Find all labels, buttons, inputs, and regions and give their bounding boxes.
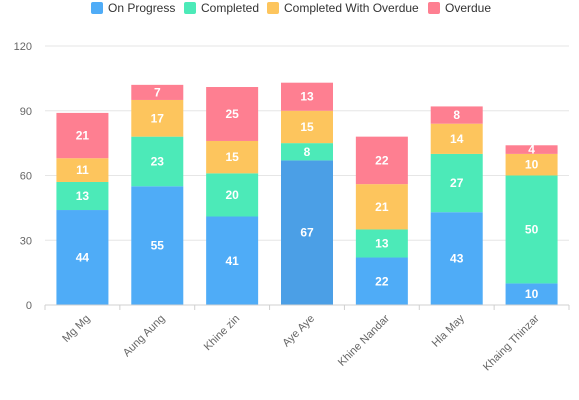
data-label-on-progress: 55 — [151, 239, 165, 253]
x-tick-label: Khine zin — [202, 313, 242, 353]
data-label-completed-with-overdue: 17 — [151, 111, 165, 125]
data-label-on-progress: 44 — [76, 251, 90, 265]
y-tick-label: 120 — [14, 41, 32, 53]
bar-overdue[interactable] — [206, 87, 259, 141]
bar-completed[interactable] — [505, 175, 558, 284]
bar-completed-with-overdue[interactable] — [131, 99, 184, 137]
data-label-on-progress: 43 — [450, 252, 464, 266]
bar-completed[interactable] — [56, 181, 109, 211]
data-label-on-progress: 67 — [300, 226, 314, 240]
chart-legend: On Progress Completed Completed With Ove… — [0, 0, 579, 16]
data-label-overdue: 8 — [453, 108, 460, 122]
x-tick-label: Mg Mg — [60, 313, 92, 345]
bar-completed[interactable] — [430, 153, 483, 213]
y-tick-label: 60 — [20, 171, 32, 183]
x-tick-label: Aung Aung — [121, 313, 168, 360]
bar-completed-with-overdue[interactable] — [206, 140, 259, 174]
data-label-on-progress: 10 — [525, 287, 539, 301]
data-label-completed-with-overdue: 10 — [525, 158, 539, 172]
bar-overdue[interactable] — [281, 82, 333, 111]
bar-completed-with-overdue[interactable] — [355, 184, 408, 230]
bar-completed[interactable] — [281, 143, 333, 161]
bar-completed[interactable] — [131, 136, 184, 187]
data-label-overdue: 13 — [300, 90, 314, 104]
legend-swatch-on-progress — [91, 2, 103, 14]
bar-overdue[interactable] — [355, 136, 408, 185]
data-label-completed: 23 — [151, 154, 165, 168]
bar-completed[interactable] — [355, 229, 408, 258]
data-label-overdue: 22 — [375, 153, 389, 167]
data-label-overdue: 7 — [154, 85, 161, 99]
data-label-completed: 50 — [525, 222, 539, 236]
legend-label-on-progress: On Progress — [108, 1, 176, 15]
bar-overdue[interactable] — [505, 145, 558, 154]
data-label-on-progress: 22 — [375, 274, 389, 288]
x-tick-label: Hla May — [430, 312, 467, 349]
bars — [56, 82, 558, 305]
data-label-completed: 13 — [76, 189, 90, 203]
data-label-overdue: 4 — [528, 143, 535, 157]
bar-on-progress[interactable] — [56, 210, 109, 305]
bar-on-progress[interactable] — [355, 257, 408, 305]
data-label-completed: 20 — [225, 188, 239, 202]
bar-completed-with-overdue[interactable] — [281, 110, 333, 144]
bar-on-progress[interactable] — [505, 283, 558, 305]
data-label-completed-with-overdue: 15 — [300, 120, 314, 134]
y-tick-label: 90 — [20, 106, 32, 118]
data-label-completed: 8 — [304, 145, 311, 159]
data-label-overdue: 25 — [225, 107, 239, 121]
legend-swatch-overdue — [428, 2, 440, 14]
legend-label-completed-with-overdue: Completed With Overdue — [284, 1, 419, 15]
bar-completed-with-overdue[interactable] — [505, 153, 558, 176]
data-label-completed-with-overdue: 11 — [76, 163, 89, 177]
y-tick-label: 0 — [26, 300, 32, 312]
legend-item-completed[interactable]: Completed — [184, 1, 259, 15]
bar-on-progress[interactable] — [131, 186, 184, 305]
legend-swatch-completed-with-overdue — [267, 2, 279, 14]
legend-label-overdue: Overdue — [445, 1, 492, 15]
legend-swatch-completed — [184, 2, 196, 14]
bar-overdue[interactable] — [56, 112, 109, 159]
data-label-completed-with-overdue: 15 — [225, 150, 239, 164]
bar-on-progress[interactable] — [281, 160, 333, 305]
legend-label-completed: Completed — [201, 1, 260, 15]
bar-completed[interactable] — [206, 173, 259, 217]
data-label-overdue: 21 — [76, 129, 90, 143]
bar-on-progress[interactable] — [206, 216, 259, 305]
bar-completed-with-overdue[interactable] — [56, 158, 109, 182]
legend-item-on-progress[interactable]: On Progress — [91, 1, 175, 15]
data-label-completed-with-overdue: 21 — [375, 200, 389, 214]
data-label-completed: 13 — [375, 236, 389, 250]
data-label-completed: 27 — [450, 176, 464, 190]
data-label-on-progress: 41 — [225, 254, 239, 268]
bar-overdue[interactable] — [131, 84, 184, 100]
bar-overdue[interactable] — [430, 106, 483, 124]
x-tick-label: Khaing Thinzar — [481, 312, 542, 373]
y-tick-label: 30 — [20, 235, 32, 247]
legend-item-completed-with-overdue[interactable]: Completed With Overdue — [267, 1, 419, 15]
x-tick-label: Aye Aye — [280, 313, 317, 350]
bar-on-progress[interactable] — [430, 212, 483, 305]
legend-item-overdue[interactable]: Overdue — [428, 1, 491, 15]
bar-segment-labels: 44 13 11 21 55 23 17 7 41 20 15 25 67 8 15 13 22 13 21 22 43… — [76, 85, 539, 301]
bar-completed-with-overdue[interactable] — [430, 123, 483, 154]
x-tick-label: Khine Nandar — [336, 312, 392, 368]
data-label-completed-with-overdue: 14 — [450, 132, 464, 146]
